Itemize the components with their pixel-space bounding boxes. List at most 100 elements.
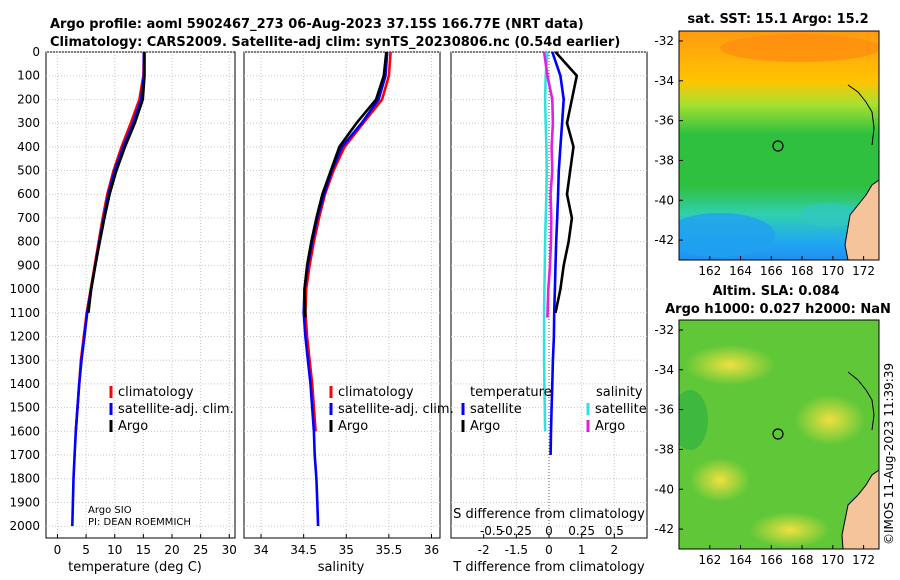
depth-tick-label: 400 <box>17 140 40 154</box>
map-y-tick-label: -34 <box>654 363 674 377</box>
legend-satellite-label: satellite-adj. clim. <box>338 402 454 417</box>
x-tick-label: 34 <box>253 543 268 557</box>
x-tick-label: 0 <box>54 543 62 557</box>
depth-axis: 0 100 200 300 400 500 600 700 800 900 1000 1100 1200… <box>9 45 40 533</box>
sst-map-frame <box>678 30 880 261</box>
depth-tick-label: 1100 <box>9 306 40 320</box>
depth-tick-label: 1500 <box>9 401 40 415</box>
depth-tick-label: 1600 <box>9 424 40 438</box>
header-title-line1: Argo profile: aoml 5902467_273 06-Aug-20… <box>50 17 584 32</box>
sla-map-axes: 162 164 166 168 170 172 -32 -34 -36 -38 -40 -42 <box>654 323 875 567</box>
series-line-salinity-satellite <box>542 51 549 432</box>
map-x-tick-label: 164 <box>729 264 752 278</box>
map-x-tick-label: 170 <box>821 553 844 567</box>
x-tick-label: 35 <box>339 543 354 557</box>
sst-map-title: sat. SST: 15.1 Argo: 15.2 <box>687 12 868 27</box>
float-owner-label: Argo SIO <box>88 505 132 516</box>
x-tick-label: 0 <box>545 543 553 557</box>
sst-cool-patch <box>679 213 775 257</box>
x-tick-label: 20 <box>164 543 179 557</box>
x-axes: 0 5 10 15 20 25 30 34 34.5 35 35.5 36 -2 -1.5 0 1 2 -0.5-… <box>54 524 624 557</box>
series-line-argo <box>87 52 146 313</box>
sst-coast-land <box>844 179 879 260</box>
map-x-tick-label: 166 <box>760 264 783 278</box>
x-tick-label: 5 <box>82 543 90 557</box>
sla-coast-land <box>841 469 879 549</box>
x-tick-label: 35.5 <box>376 543 403 557</box>
x-tick-label: -2 <box>478 543 490 557</box>
map-x-tick-label: 172 <box>852 264 875 278</box>
map-x-tick-label: 172 <box>852 553 875 567</box>
map-x-tick-label: 162 <box>698 264 721 278</box>
sst-warm-patch <box>720 34 879 62</box>
sst-cool-patch-east <box>800 203 860 227</box>
sst-argo-marker <box>772 140 784 152</box>
map-y-tick-label: -38 <box>654 442 674 456</box>
x-secondary-tick-label: 0.25 <box>568 524 595 538</box>
x-secondary-tick-label: 0.5 <box>605 524 624 538</box>
t-difference-axis-label: T difference from climatology <box>452 560 645 575</box>
sst-map-axes: 162 164 166 168 170 172 -32 -34 -36 -38 -40 -42 <box>654 34 875 278</box>
sla-low-patch <box>679 390 708 450</box>
sla-map-frame <box>678 319 880 550</box>
footer-timestamp: ©IMOS 11-Aug-2023 11:39:39 <box>882 363 896 545</box>
depth-tick-label: 800 <box>17 235 40 249</box>
salinity-panel-frame <box>243 51 441 539</box>
legend-climatology-label: climatology <box>118 385 194 400</box>
depth-tick-label: 1000 <box>9 282 40 296</box>
x-tick-label: 34.5 <box>290 543 317 557</box>
map-y-tick-label: -42 <box>654 233 674 247</box>
float-pi-label: PI: DEAN ROEMMICH <box>88 517 191 528</box>
x-secondary-tick-label: -0.25 <box>501 524 532 538</box>
map-x-tick-label: 170 <box>821 264 844 278</box>
series-line-temperature-argo <box>554 51 579 314</box>
sla-high-patch-2 <box>795 395 865 445</box>
map-x-tick-label: 164 <box>729 553 752 567</box>
depth-tick-label: 1700 <box>9 448 40 462</box>
map-x-tick-label: 162 <box>698 553 721 567</box>
difference-legend: temperature satellite Argo salinity sate… <box>461 385 647 434</box>
legend-argo-label: Argo <box>338 419 368 434</box>
x-tick-label: 30 <box>222 543 237 557</box>
x-tick-label: 1 <box>578 543 586 557</box>
map-x-tick-label: 168 <box>791 553 814 567</box>
depth-tick-label: 100 <box>17 69 40 83</box>
x-tick-label: 2 <box>611 543 619 557</box>
map-y-tick-label: -36 <box>654 114 674 128</box>
sla-map-subtitle: Argo h1000: 0.027 h2000: NaN <box>665 302 891 317</box>
temperature-panel-frame <box>45 51 236 539</box>
x-tick-label: 15 <box>136 543 151 557</box>
legend-argo-label: Argo <box>118 419 148 434</box>
depth-tick-label: 1400 <box>9 377 40 391</box>
x-tick-label: 10 <box>107 543 122 557</box>
sla-high-patch-3 <box>690 458 750 502</box>
sst-coast-line <box>847 84 875 146</box>
sst-map <box>679 31 879 260</box>
legend-t-argo-label: Argo <box>470 419 500 434</box>
series-line-temperature-satellite <box>549 51 566 456</box>
s-difference-axis-label: S difference from climatology <box>453 507 645 522</box>
legend-s-satellite-label: satellite <box>595 402 647 417</box>
temperature-legend: climatology satellite-adj. clim. Argo <box>109 385 234 434</box>
map-x-tick-label: 166 <box>760 553 783 567</box>
legend-s-argo-label: Argo <box>595 419 625 434</box>
sla-map <box>679 320 879 549</box>
depth-tick-label: 1300 <box>9 353 40 367</box>
legend-satellite-label: satellite-adj. clim. <box>118 402 234 417</box>
salinity-legend: climatology satellite-adj. clim. Argo <box>329 385 454 434</box>
depth-tick-label: 2000 <box>9 519 40 533</box>
depth-tick-label: 900 <box>17 258 40 272</box>
map-y-tick-label: -36 <box>654 403 674 417</box>
map-y-tick-label: -38 <box>654 153 674 167</box>
map-y-tick-label: -32 <box>654 323 674 337</box>
map-y-tick-label: -32 <box>654 34 674 48</box>
legend-t-satellite-label: satellite <box>470 402 522 417</box>
legend-climatology-label: climatology <box>338 385 414 400</box>
header-title-line2: Climatology: CARS2009. Satellite-adj cli… <box>50 35 620 50</box>
series-line-salinity-argo <box>542 51 555 318</box>
sla-high-patch-4 <box>750 512 830 548</box>
depth-tick-label: 0 <box>32 45 40 59</box>
depth-tick-label: 1200 <box>9 329 40 343</box>
sla-high-patch-1 <box>685 345 775 385</box>
depth-tick-label: 200 <box>17 92 40 106</box>
